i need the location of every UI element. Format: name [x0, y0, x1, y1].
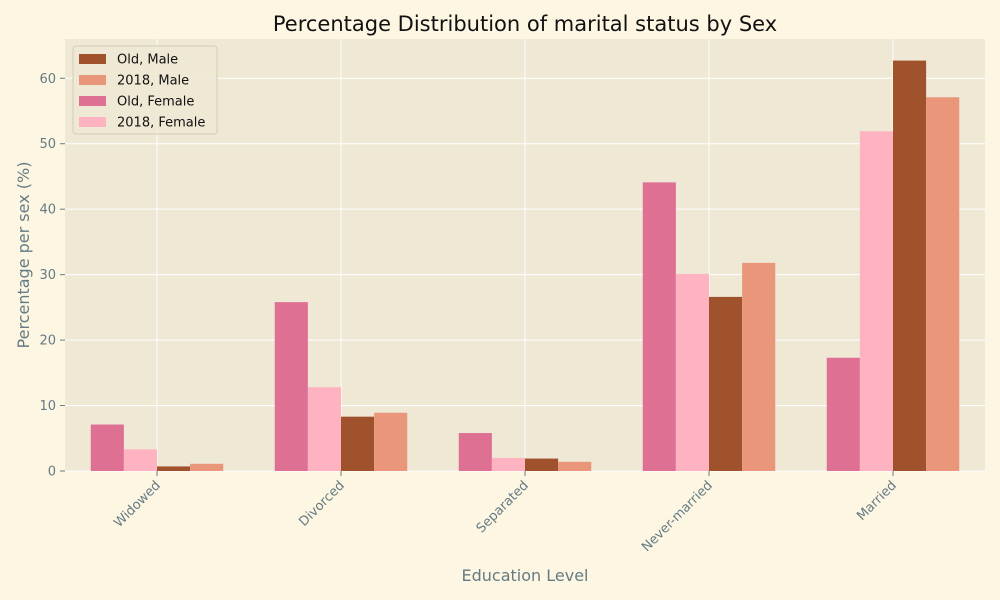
y-tick-label: 40: [39, 203, 56, 218]
bar: [374, 412, 408, 471]
y-tick-label: 60: [39, 72, 56, 87]
x-tick-label: Married: [854, 478, 900, 524]
legend-swatch: [79, 96, 106, 106]
bar: [90, 424, 124, 471]
chart-title: Percentage Distribution of marital statu…: [273, 12, 777, 36]
bar: [274, 302, 308, 471]
x-tick-label: Widowed: [111, 478, 164, 531]
bar: [893, 60, 927, 471]
bar: [742, 262, 776, 471]
y-axis-label: Percentage per sex (%): [14, 162, 33, 349]
bar: [826, 357, 860, 471]
legend-label: Old, Female: [117, 95, 194, 110]
bar: [859, 131, 893, 472]
bar: [341, 416, 375, 471]
bars: [90, 60, 960, 472]
x-tick-label: Divorced: [296, 478, 347, 529]
legend-swatch: [79, 54, 106, 64]
y-tick-labels: 0 10 20 30 40 50 60: [39, 72, 65, 480]
bar: [123, 449, 157, 471]
x-tick-label: Separated: [474, 478, 532, 536]
x-tick-label: Never-married: [639, 478, 716, 555]
bar: [642, 182, 676, 471]
legend-label: 2018, Female: [117, 116, 205, 131]
y-tick-label: 20: [39, 334, 56, 349]
bar: [558, 461, 592, 471]
legend-swatch: [79, 75, 106, 85]
bar: [190, 463, 224, 471]
bar: [307, 387, 341, 471]
legend-label: 2018, Male: [117, 74, 189, 89]
legend-label: Old, Male: [117, 53, 178, 68]
bar: [525, 458, 559, 471]
legend-swatch: [79, 117, 106, 127]
y-tick-label: 30: [39, 268, 56, 283]
bar: [926, 97, 960, 471]
bar: [157, 466, 191, 471]
legend-box: [72, 45, 218, 135]
bar: [458, 433, 492, 471]
y-tick-label: 10: [39, 399, 56, 414]
y-tick-label: 50: [39, 137, 56, 152]
y-tick-label: 0: [48, 465, 56, 480]
bar: [709, 296, 743, 471]
bar: [675, 273, 709, 471]
bar: [491, 457, 525, 471]
x-axis-label: Education Level: [462, 566, 589, 585]
x-tick-labels: Widowed Divorced Separated Never-married Mar…: [111, 471, 900, 555]
legend: Old, Male 2018, Male Old, Female 2018, Fema…: [72, 45, 218, 135]
